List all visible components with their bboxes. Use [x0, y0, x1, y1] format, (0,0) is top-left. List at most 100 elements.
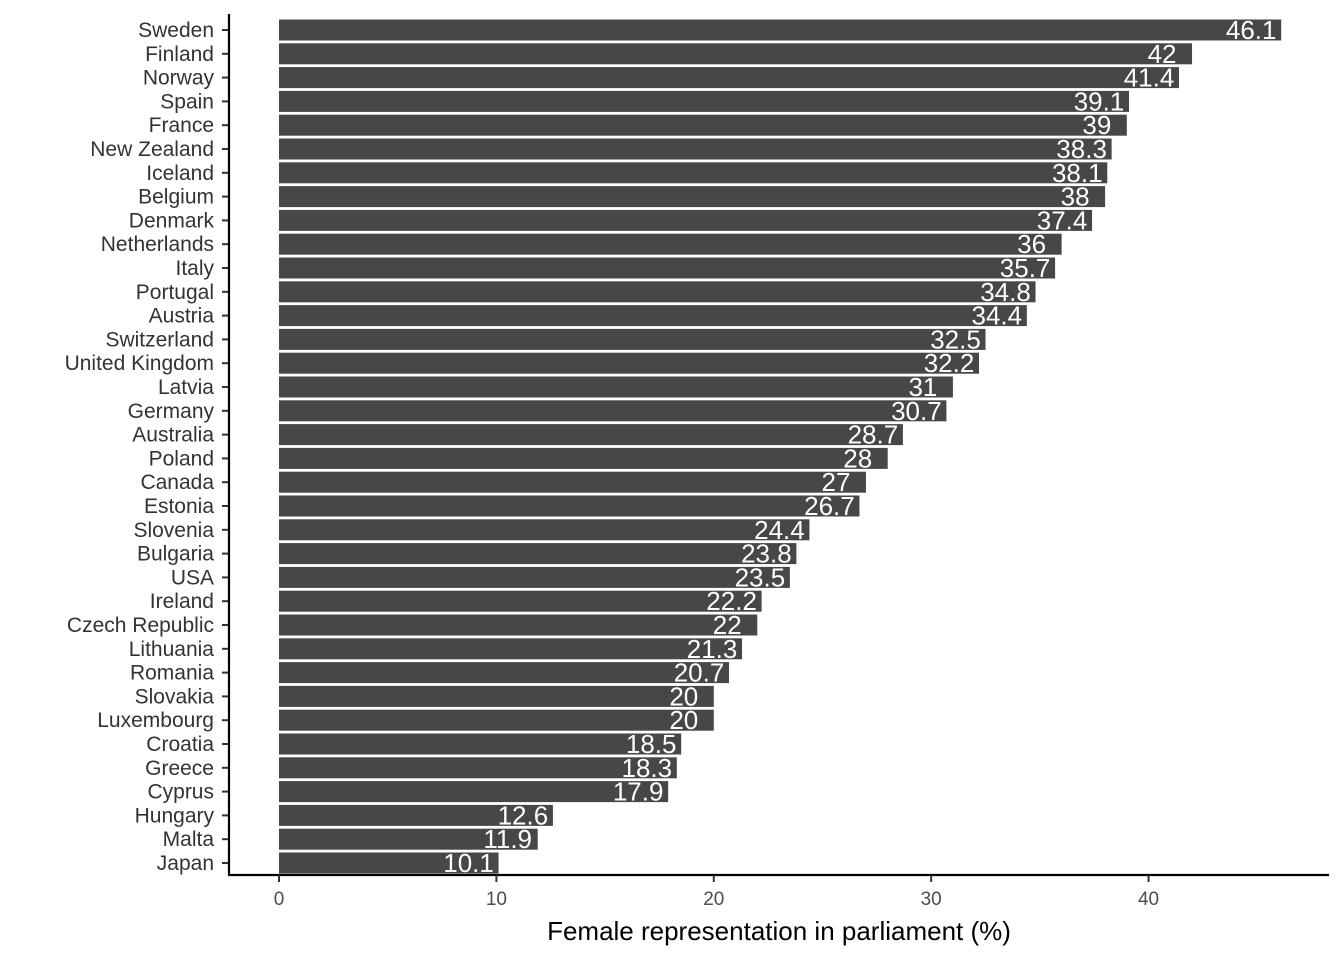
- bar-slovenia: [279, 519, 810, 541]
- y-tick-label: Hungary: [135, 804, 215, 827]
- data-label: 46.1: [1226, 15, 1277, 45]
- y-tick-label: Lithuania: [129, 638, 215, 661]
- x-tick-label: 30: [921, 889, 942, 910]
- y-tick-label: Bulgaria: [137, 543, 214, 566]
- x-axis-title: Female representation in parliament (%): [547, 916, 1011, 946]
- y-tick-label: Estonia: [144, 495, 214, 518]
- data-label: 21.3: [687, 634, 738, 664]
- bar-germany: [279, 400, 947, 422]
- data-label: 41.4: [1124, 63, 1175, 93]
- data-label: 32.2: [924, 348, 975, 378]
- y-tick-label: Canada: [140, 471, 214, 494]
- y-tick-label: Poland: [149, 447, 214, 470]
- y-tick-label: Australia: [132, 424, 214, 447]
- data-label: 35.7: [1000, 253, 1051, 283]
- y-tick-label: Austria: [149, 305, 215, 328]
- x-axis: 0 10 20 30 40: [228, 873, 1329, 910]
- data-label: 20: [669, 705, 698, 735]
- data-label: 26.7: [804, 491, 855, 521]
- bar-bulgaria: [279, 543, 797, 565]
- bar-sweden: [279, 19, 1282, 41]
- y-tick-label: Iceland: [146, 162, 214, 185]
- data-label: 20: [669, 681, 698, 711]
- bar-canada: [279, 471, 866, 493]
- bar-japan: [279, 852, 499, 874]
- bar-united-kingdom: [279, 352, 979, 374]
- y-tick-label: Belgium: [138, 186, 214, 209]
- y-tick-label: Greece: [145, 757, 214, 780]
- data-label: 17.9: [613, 777, 664, 807]
- data-label: 22: [713, 610, 742, 640]
- data-label: 34.8: [980, 277, 1031, 307]
- y-tick-label: New Zealand: [90, 138, 214, 161]
- y-tick-label: Croatia: [146, 733, 214, 756]
- y-tick-label: Czech Republic: [67, 614, 214, 637]
- data-label: 10.1: [443, 848, 494, 878]
- data-label: 34.4: [972, 301, 1023, 331]
- data-label: 11.9: [483, 824, 532, 854]
- data-label: 38: [1061, 182, 1090, 212]
- bar-netherlands: [279, 233, 1062, 255]
- data-label: 22.2: [706, 586, 757, 616]
- y-tick-label: Slovakia: [135, 685, 215, 708]
- bar-lithuania: [279, 638, 743, 660]
- bar-france: [279, 114, 1127, 136]
- y-tick-label: Slovenia: [133, 519, 214, 542]
- bar-cyprus: [279, 781, 669, 803]
- data-label: 23.8: [741, 539, 792, 569]
- y-tick-label: Sweden: [138, 19, 214, 42]
- bar-austria: [279, 305, 1027, 327]
- data-label: 39: [1082, 110, 1111, 140]
- y-tick-label: United Kingdom: [65, 352, 214, 375]
- data-label: 36: [1017, 229, 1046, 259]
- data-label: 32.5: [930, 324, 981, 354]
- data-label: 28.7: [848, 420, 899, 450]
- data-labels-layer: 46.1 4241.439.13938.338.13837.43635.734.8…: [443, 15, 1276, 878]
- y-tick-label: Luxembourg: [97, 709, 214, 732]
- bar-norway: [279, 67, 1179, 89]
- data-label: 42: [1148, 39, 1177, 69]
- bar-australia: [279, 424, 903, 446]
- bar-portugal: [279, 281, 1036, 303]
- bar-croatia: [279, 733, 682, 755]
- x-tick-label: 40: [1138, 889, 1159, 910]
- bar-estonia: [279, 495, 860, 517]
- y-tick-label: Netherlands: [101, 233, 214, 256]
- data-label: 28: [843, 443, 872, 473]
- data-label: 20.7: [674, 658, 725, 688]
- data-label: 24.4: [754, 515, 805, 545]
- y-tick-label: Ireland: [150, 590, 214, 613]
- y-tick-label: Latvia: [158, 376, 214, 399]
- y-tick-label: Cyprus: [147, 781, 214, 804]
- y-tick-label: Finland: [145, 43, 214, 66]
- bar-ireland: [279, 590, 762, 612]
- y-tick-label: France: [149, 114, 214, 137]
- bar-greece: [279, 757, 677, 779]
- data-label: 23.5: [735, 562, 786, 592]
- bar-luxembourg: [279, 709, 714, 731]
- bar-usa: [279, 566, 790, 588]
- bar-denmark: [279, 209, 1093, 231]
- y-tick-label: Norway: [143, 67, 215, 90]
- bar-latvia: [279, 376, 953, 398]
- y-tick-label: USA: [171, 566, 214, 589]
- data-label: 30.7: [891, 396, 942, 426]
- data-label: 38.3: [1056, 134, 1107, 164]
- bar-italy: [279, 257, 1056, 279]
- data-label: 18.5: [626, 729, 677, 759]
- bar-new-zealand: [279, 138, 1112, 160]
- x-tick-label: 0: [274, 889, 285, 910]
- bar-poland: [279, 447, 888, 469]
- bar-hungary: [279, 804, 553, 826]
- bars-layer: [279, 19, 1282, 874]
- y-tick-label: Denmark: [129, 209, 215, 232]
- y-tick-label: Spain: [160, 90, 214, 113]
- y-tick-label: Japan: [157, 852, 214, 875]
- bar-switzerland: [279, 328, 986, 350]
- bar-finland: [279, 43, 1193, 65]
- x-tick-label: 10: [486, 889, 507, 910]
- y-tick-label: Malta: [163, 828, 215, 851]
